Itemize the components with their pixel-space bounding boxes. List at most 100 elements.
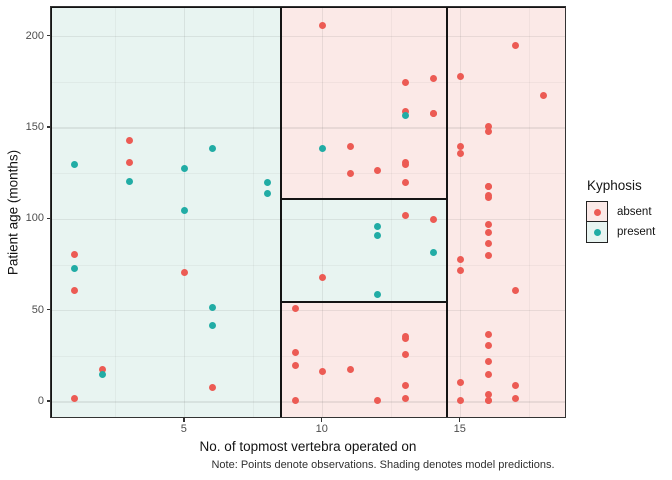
data-point-absent <box>70 250 78 258</box>
x-minor-gridline <box>391 7 393 417</box>
y-major-gridline <box>51 127 565 129</box>
y-minor-gridline <box>51 173 565 175</box>
data-point-absent <box>484 358 492 366</box>
data-point-absent <box>512 382 520 390</box>
x-minor-gridline <box>253 7 255 417</box>
data-point-absent <box>374 396 382 404</box>
data-point-absent <box>484 128 492 136</box>
data-point-present <box>208 303 216 311</box>
data-point-absent <box>484 221 492 229</box>
plot-panel <box>50 6 566 418</box>
x-axis-tick <box>459 418 461 422</box>
plot-caption: Note: Points denote observations. Shadin… <box>211 459 555 471</box>
data-point-absent <box>484 341 492 349</box>
prediction-region-absent <box>281 301 447 417</box>
data-point-present <box>70 265 78 273</box>
y-axis-tick <box>46 400 50 402</box>
y-major-gridline <box>51 310 565 312</box>
data-point-absent <box>457 142 465 150</box>
data-point-present <box>402 111 410 119</box>
data-point-absent <box>70 287 78 295</box>
data-point-absent <box>291 349 299 357</box>
prediction-region-present <box>51 7 282 417</box>
data-point-absent <box>429 109 437 117</box>
data-point-absent <box>319 367 327 375</box>
legend: Kyphosis absent present <box>586 178 656 244</box>
prediction-region-border <box>446 7 565 417</box>
data-point-absent <box>457 378 465 386</box>
data-point-present <box>70 161 78 169</box>
legend-entry-absent: absent <box>586 201 655 223</box>
y-axis-tick <box>46 126 50 128</box>
y-axis-tick <box>46 217 50 220</box>
data-point-absent <box>402 332 410 340</box>
data-point-absent <box>70 394 78 402</box>
y-tick-label: 50 <box>31 303 44 316</box>
x-tick-label: 15 <box>453 423 466 435</box>
x-axis-title: No. of topmost vertebra operated on <box>199 439 417 454</box>
data-point-present <box>208 144 216 152</box>
data-point-absent <box>402 394 410 402</box>
data-point-absent <box>98 365 106 373</box>
data-point-present <box>264 179 272 187</box>
prediction-region-border <box>281 199 447 302</box>
data-point-absent <box>512 42 520 50</box>
legend-entry-present: present <box>586 221 656 244</box>
y-minor-gridline <box>51 81 565 83</box>
data-point-absent <box>457 267 465 275</box>
data-point-absent <box>457 73 465 81</box>
data-point-absent <box>484 371 492 379</box>
prediction-region-border <box>51 7 282 417</box>
prediction-region-border <box>281 301 447 417</box>
x-axis-tick <box>321 418 323 422</box>
legend-point-icon <box>593 228 601 236</box>
legend-key-swatch <box>586 221 608 244</box>
data-point-present <box>319 144 327 152</box>
data-point-absent <box>346 365 354 373</box>
data-point-absent <box>402 351 410 359</box>
legend-label: present <box>617 226 656 239</box>
data-point-absent <box>484 122 492 130</box>
data-point-absent <box>291 362 299 370</box>
y-tick-label: 200 <box>25 29 44 42</box>
y-major-gridline <box>51 36 565 38</box>
data-point-absent <box>457 396 465 404</box>
data-point-absent <box>126 137 134 145</box>
data-point-absent <box>126 159 134 167</box>
data-point-present <box>429 248 437 256</box>
data-point-absent <box>291 396 299 404</box>
data-point-present <box>264 190 272 198</box>
legend-label: absent <box>617 206 652 218</box>
data-point-absent <box>484 391 492 399</box>
data-point-present <box>374 223 382 231</box>
data-point-present <box>181 206 189 214</box>
data-point-absent <box>457 256 465 264</box>
data-point-present <box>208 321 216 329</box>
y-axis-tick <box>46 309 50 311</box>
data-point-absent <box>346 142 354 150</box>
prediction-region-absent <box>281 7 447 200</box>
y-minor-gridline <box>51 355 565 357</box>
x-tick-label: 5 <box>180 423 187 435</box>
legend-point-icon <box>593 208 601 216</box>
data-point-absent <box>402 382 410 390</box>
data-point-absent <box>484 239 492 247</box>
data-point-absent <box>484 330 492 338</box>
data-point-absent <box>208 383 216 391</box>
x-tick-label: 10 <box>315 423 328 435</box>
data-point-absent <box>402 212 410 220</box>
data-point-absent <box>512 287 520 295</box>
x-major-gridline <box>322 7 324 417</box>
y-major-gridline <box>51 401 565 403</box>
y-major-gridline <box>51 218 565 220</box>
data-point-present <box>374 232 382 240</box>
x-axis-tick <box>183 418 185 422</box>
data-point-absent <box>484 183 492 190</box>
data-point-absent <box>429 215 437 223</box>
data-point-absent <box>484 228 492 236</box>
data-point-absent <box>484 396 492 404</box>
data-point-absent <box>457 150 465 158</box>
x-major-gridline <box>460 7 462 417</box>
data-point-present <box>181 164 189 172</box>
